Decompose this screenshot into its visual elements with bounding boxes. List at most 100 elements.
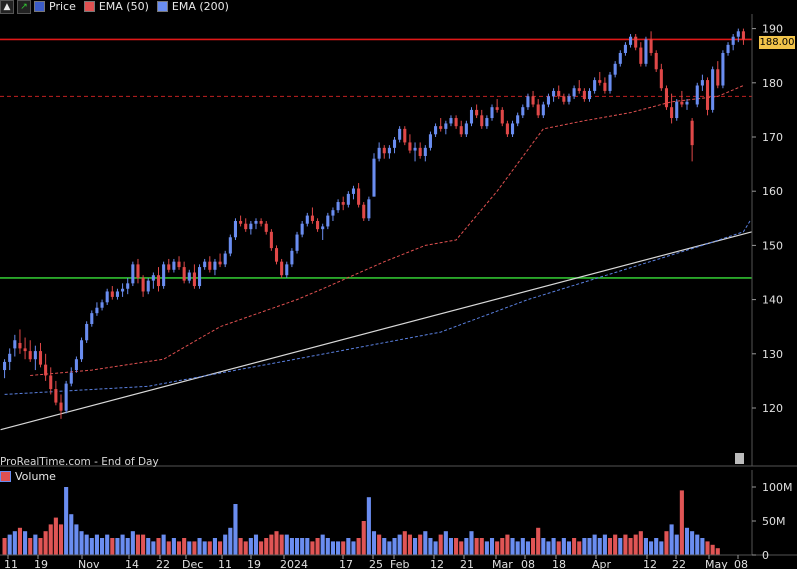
candle-body [726, 44, 730, 53]
candle-body [172, 261, 176, 270]
candle-body [659, 69, 663, 89]
candle-body [74, 359, 78, 371]
volume-bars [2, 487, 720, 555]
volume-bar [53, 517, 58, 555]
candle-body [18, 342, 22, 349]
time-tick-label: Dec [182, 558, 203, 569]
volume-bar [649, 541, 654, 555]
candle-body [146, 280, 150, 292]
candle-body [351, 188, 356, 194]
candle-body [654, 52, 658, 70]
volume-bar [613, 534, 618, 555]
volume-bar [366, 497, 371, 555]
candle-body [731, 36, 735, 45]
volume-bar [161, 534, 166, 555]
volume-bar [253, 534, 259, 555]
candle-body [741, 31, 745, 40]
candle-body [3, 361, 7, 371]
volume-bar [176, 541, 182, 555]
candle-body [59, 402, 63, 411]
candle-body [79, 340, 84, 360]
candle-body [23, 348, 27, 352]
time-tick-label: Mar [492, 558, 513, 569]
candle-body [721, 52, 725, 86]
candle-body [121, 288, 125, 292]
candle-body [38, 351, 43, 365]
trend-line [0, 231, 753, 431]
candle-body [362, 204, 366, 219]
candle-body [182, 267, 186, 281]
volume-bar [402, 531, 407, 555]
candle-body [459, 126, 463, 135]
candle-body [505, 123, 509, 135]
volume-bar [233, 504, 238, 555]
volume-bar [371, 531, 377, 555]
candle-body [500, 109, 504, 124]
volume-bar [315, 538, 320, 555]
volume-bar [284, 534, 289, 555]
volume-bar [300, 538, 305, 555]
time-tick-label: 2024 [280, 558, 308, 569]
volume-bar [187, 541, 192, 555]
candle-body [162, 264, 166, 287]
candle-body [495, 107, 499, 110]
volume-bar [520, 538, 525, 555]
candle-body [392, 139, 397, 148]
collapse-icon[interactable]: ▲ [0, 0, 14, 14]
volume-bar [7, 534, 12, 555]
candle-body [357, 188, 361, 205]
candle-body [695, 85, 699, 105]
candle-body [198, 267, 202, 287]
candle-body [387, 147, 391, 154]
indicator-icon[interactable]: ↗ [17, 0, 31, 14]
candle-body [618, 52, 622, 64]
volume-bar [207, 541, 212, 555]
candle-body [434, 126, 438, 135]
candle-body [341, 202, 345, 205]
legend-ema50[interactable]: EMA (50) [83, 0, 149, 13]
trend-line-group [0, 231, 753, 431]
volume-bar [151, 541, 156, 555]
volume-bar [43, 531, 48, 555]
candle-body [115, 291, 119, 297]
candle-body [413, 147, 417, 151]
volume-bar [94, 534, 99, 555]
candle-body [454, 118, 458, 127]
candle-body [644, 39, 648, 64]
candle-body [608, 74, 612, 91]
candle-body [285, 264, 289, 276]
scroll-button[interactable] [735, 453, 744, 464]
volume-bar [500, 538, 505, 555]
candle-body [85, 323, 89, 341]
price-tick-label: 190 [762, 23, 783, 36]
time-tick-label: May [705, 558, 728, 569]
volume-bar [423, 531, 428, 555]
candle-body [546, 96, 550, 105]
volume-bar [654, 538, 659, 555]
volume-bar [638, 531, 643, 555]
candle-body [33, 351, 37, 360]
candle-body [408, 142, 412, 151]
volume-bar [17, 527, 23, 555]
volume-bar [623, 534, 628, 555]
volume-bar [710, 544, 715, 555]
volume-bar [628, 538, 633, 555]
volume-axis: 100M 50M 0 [0, 470, 797, 562]
candle-body [264, 223, 268, 232]
volume-bar [659, 541, 664, 555]
candle-body [613, 63, 617, 75]
candle-body [192, 272, 196, 287]
candle-body [151, 275, 155, 281]
volume-bar [100, 538, 105, 555]
candle-body [469, 109, 474, 124]
legend-ema200[interactable]: EMA (200) [156, 0, 229, 13]
volume-bar [166, 541, 171, 555]
candle-body [510, 123, 515, 135]
legend-price[interactable]: Price [34, 0, 76, 13]
volume-bar [566, 541, 572, 555]
candle-body [218, 261, 222, 265]
candle-body [567, 96, 571, 102]
candle-body [290, 250, 294, 265]
candle-body [321, 226, 325, 230]
volume-bar [679, 490, 684, 555]
